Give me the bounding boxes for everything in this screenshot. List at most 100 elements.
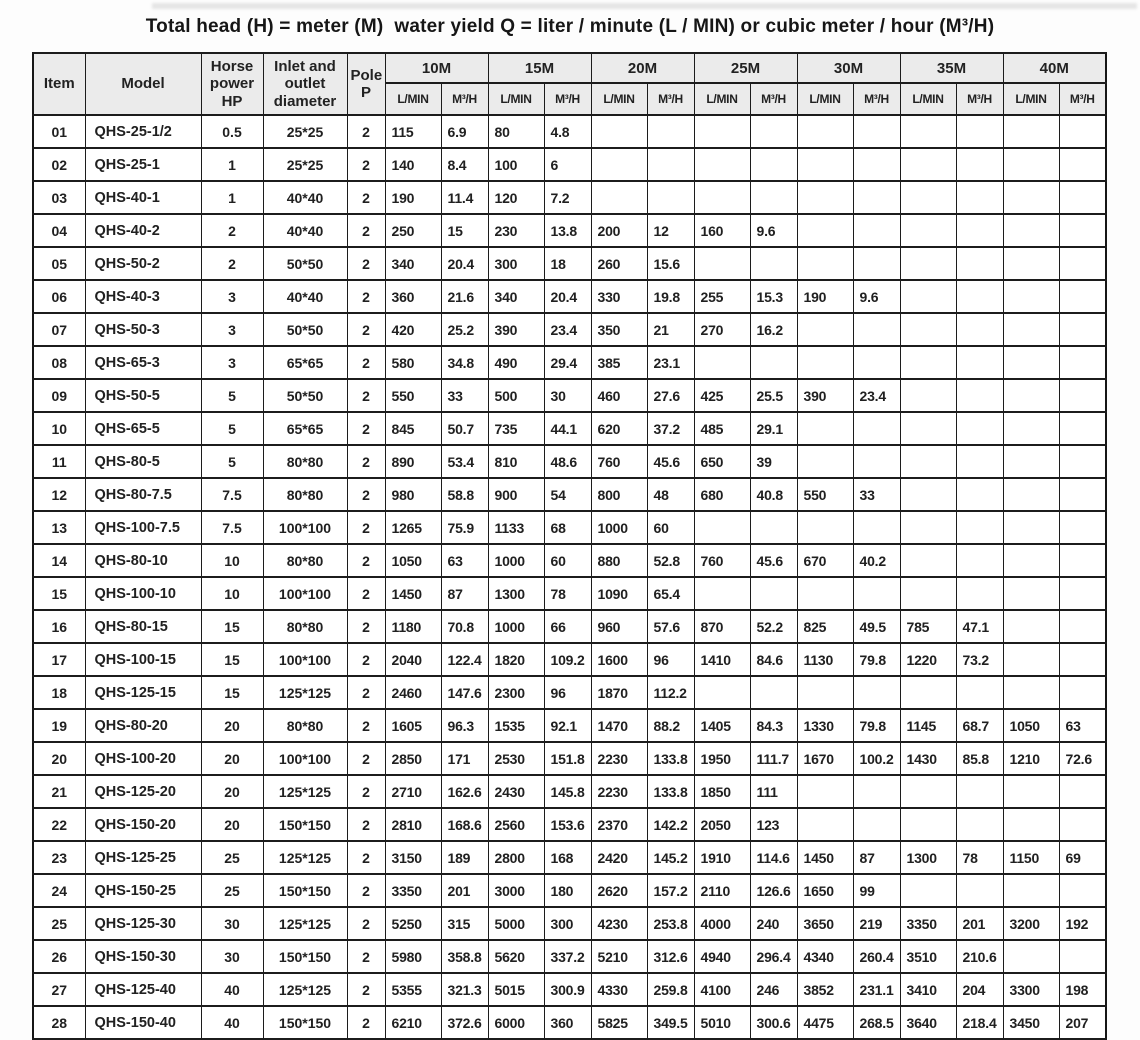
pole-cell: 2 [346,180,386,215]
value-cell: 1090 [590,576,648,611]
value-cell: 5825 [590,1005,648,1040]
scan-artifact [152,3,1137,9]
value-cell [899,444,957,479]
value-cell: 52.8 [646,543,695,578]
value-cell: 65.4 [646,576,695,611]
item-cell: 15 [32,576,86,611]
value-cell: 260 [590,246,648,281]
value-cell: 825 [796,609,854,644]
value-cell: 84.6 [749,642,798,677]
value-cell [955,147,1004,182]
model-cell: QHS-150-20 [84,807,202,842]
model-cell: QHS-50-2 [84,246,202,281]
value-cell [852,312,901,347]
value-cell: 23.4 [543,312,592,347]
value-cell: 23.4 [852,378,901,413]
model-cell: QHS-80-15 [84,609,202,644]
table-row: 08 QHS-65-3 3 65*65 2 580 34.8 490 29.4 385 23.1 [32,345,1107,380]
value-cell: 157.2 [646,873,695,908]
value-cell: 204 [955,972,1004,1007]
value-cell: 1670 [796,741,854,776]
value-cell: 260.4 [852,939,901,974]
value-cell: 1650 [796,873,854,908]
value-cell: 123 [749,807,798,842]
value-cell [955,180,1004,215]
hp-cell: 20 [200,807,264,842]
value-cell: 190 [796,279,854,314]
table-row: 26 QHS-150-30 30 150*150 2 5980 358.8 5620 337.2… [32,939,1107,974]
value-cell [899,378,957,413]
value-cell [693,180,751,215]
value-cell: 162.6 [440,774,489,809]
value-cell [1002,411,1060,446]
value-cell [1002,312,1060,347]
value-cell: 340 [384,246,442,281]
value-cell: 210.6 [955,939,1004,974]
value-cell [955,213,1004,248]
table-row: 13 QHS-100-7.5 7.5 100*100 2 1265 75.9 1133 68 10… [32,510,1107,545]
value-cell [955,774,1004,809]
subheader-lmin: L/MIN [384,82,442,116]
value-cell: 372.6 [440,1005,489,1040]
hp-cell: 25 [200,873,264,908]
item-cell: 27 [32,972,86,1007]
value-cell: 425 [693,378,751,413]
model-cell: QHS-50-3 [84,312,202,347]
table-row: 16 QHS-80-15 15 80*80 2 1180 70.8 1000 66 960 57.6… [32,609,1107,644]
value-cell: 60 [646,510,695,545]
value-cell: 6.9 [440,114,489,149]
value-cell [646,114,695,149]
table-row: 28 QHS-150-40 40 150*150 2 6210 372.6 6000 360 58… [32,1005,1107,1040]
value-cell: 1150 [1002,840,1060,875]
value-cell [749,510,798,545]
hp-cell: 20 [200,774,264,809]
value-cell [749,147,798,182]
value-cell [899,807,957,842]
value-cell [1002,477,1060,512]
hp-cell: 25 [200,840,264,875]
value-cell [749,675,798,710]
value-cell [1058,675,1107,710]
value-cell: 1050 [384,543,442,578]
value-cell [1058,477,1107,512]
value-cell: 25.2 [440,312,489,347]
value-cell: 73.2 [955,642,1004,677]
inlet-cell: 125*125 [262,675,348,710]
value-cell: 550 [796,477,854,512]
value-cell [796,510,854,545]
item-cell: 18 [32,675,86,710]
value-cell [693,147,751,182]
model-cell: QHS-40-3 [84,279,202,314]
subheader-lmin: L/MIN [899,82,957,116]
item-cell: 04 [32,213,86,248]
value-cell [899,510,957,545]
inlet-cell: 40*40 [262,279,348,314]
value-cell [899,279,957,314]
model-cell: QHS-25-1 [84,147,202,182]
value-cell [852,807,901,842]
value-cell: 50.7 [440,411,489,446]
value-cell: 68 [543,510,592,545]
value-cell [796,246,854,281]
value-cell [899,213,957,248]
pole-cell: 2 [346,873,386,908]
value-cell: 200 [590,213,648,248]
value-cell: 340 [487,279,545,314]
value-cell: 85.8 [955,741,1004,776]
value-cell [955,411,1004,446]
value-cell: 48 [646,477,695,512]
pole-cell: 2 [346,279,386,314]
inlet-cell: 100*100 [262,642,348,677]
value-cell: 900 [487,477,545,512]
value-cell: 57.6 [646,609,695,644]
value-cell [1058,939,1107,974]
value-cell: 33 [440,378,489,413]
value-cell: 33 [852,477,901,512]
value-cell: 1450 [796,840,854,875]
hp-cell: 5 [200,378,264,413]
value-cell: 6210 [384,1005,442,1040]
value-cell: 2050 [693,807,751,842]
item-cell: 10 [32,411,86,446]
value-cell [796,774,854,809]
model-cell: QHS-100-20 [84,741,202,776]
